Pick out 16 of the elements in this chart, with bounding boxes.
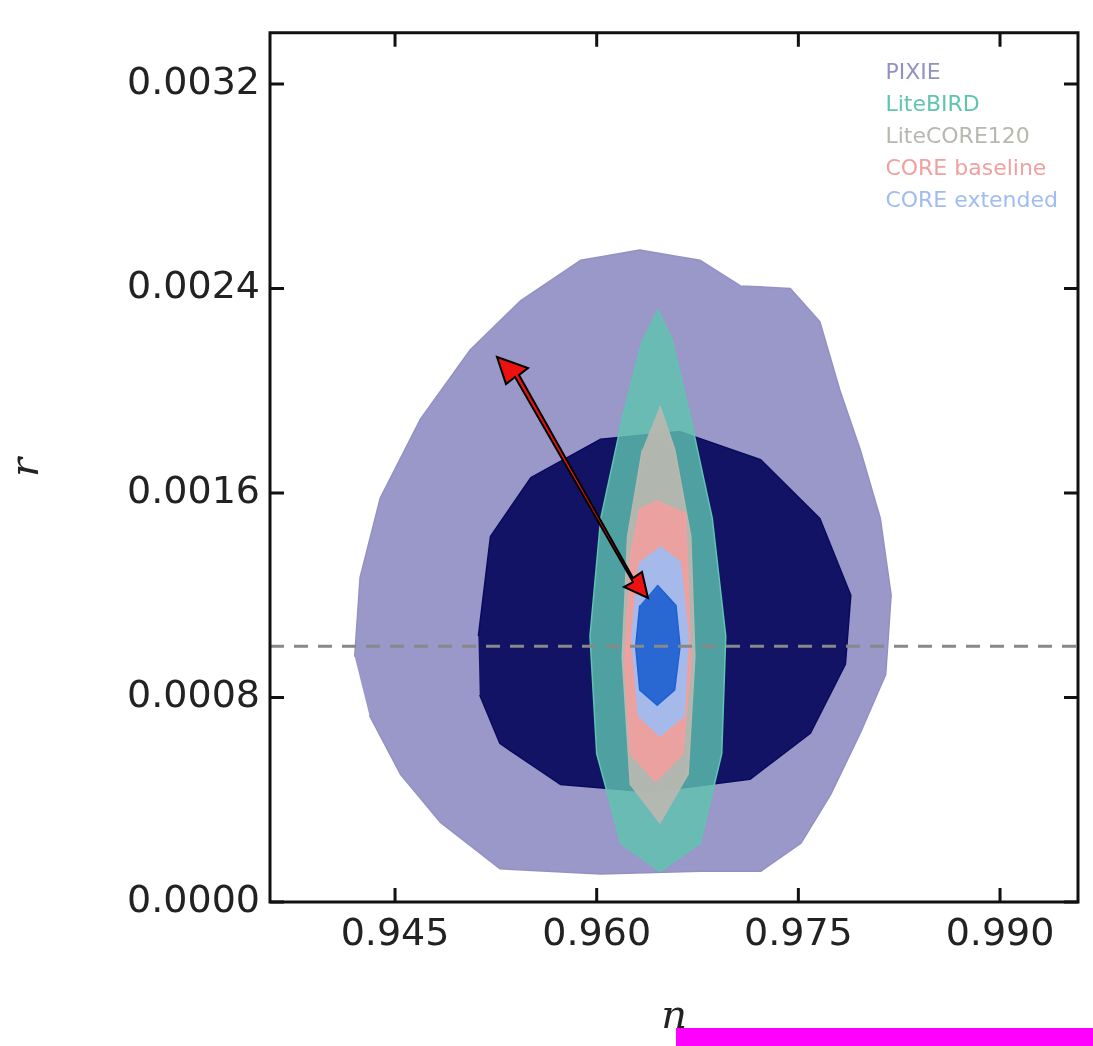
x-tick-label: 0.975 — [743, 909, 853, 954]
y-tick-label: 0.0000 — [127, 876, 260, 921]
text: CORE extended — [885, 186, 1059, 212]
y-tick-label: 0.0016 — [127, 467, 260, 512]
text: PIXIE — [885, 58, 941, 84]
x-tick-label: 0.960 — [542, 909, 652, 954]
y-tick-label: 0.0032 — [127, 58, 260, 103]
text: CORE baseline — [885, 154, 1047, 180]
x-axis-title: n — [661, 991, 687, 1038]
text: LiteBIRD — [885, 90, 980, 116]
y-tick-label: 0.0008 — [127, 672, 260, 717]
x-tick-label: 0.990 — [945, 909, 1055, 954]
text: LiteCORE120 — [885, 122, 1030, 148]
y-tick-label: 0.0024 — [127, 263, 260, 308]
x-tick-label: 0.945 — [340, 909, 450, 954]
y-axis-title: r — [1, 454, 48, 477]
